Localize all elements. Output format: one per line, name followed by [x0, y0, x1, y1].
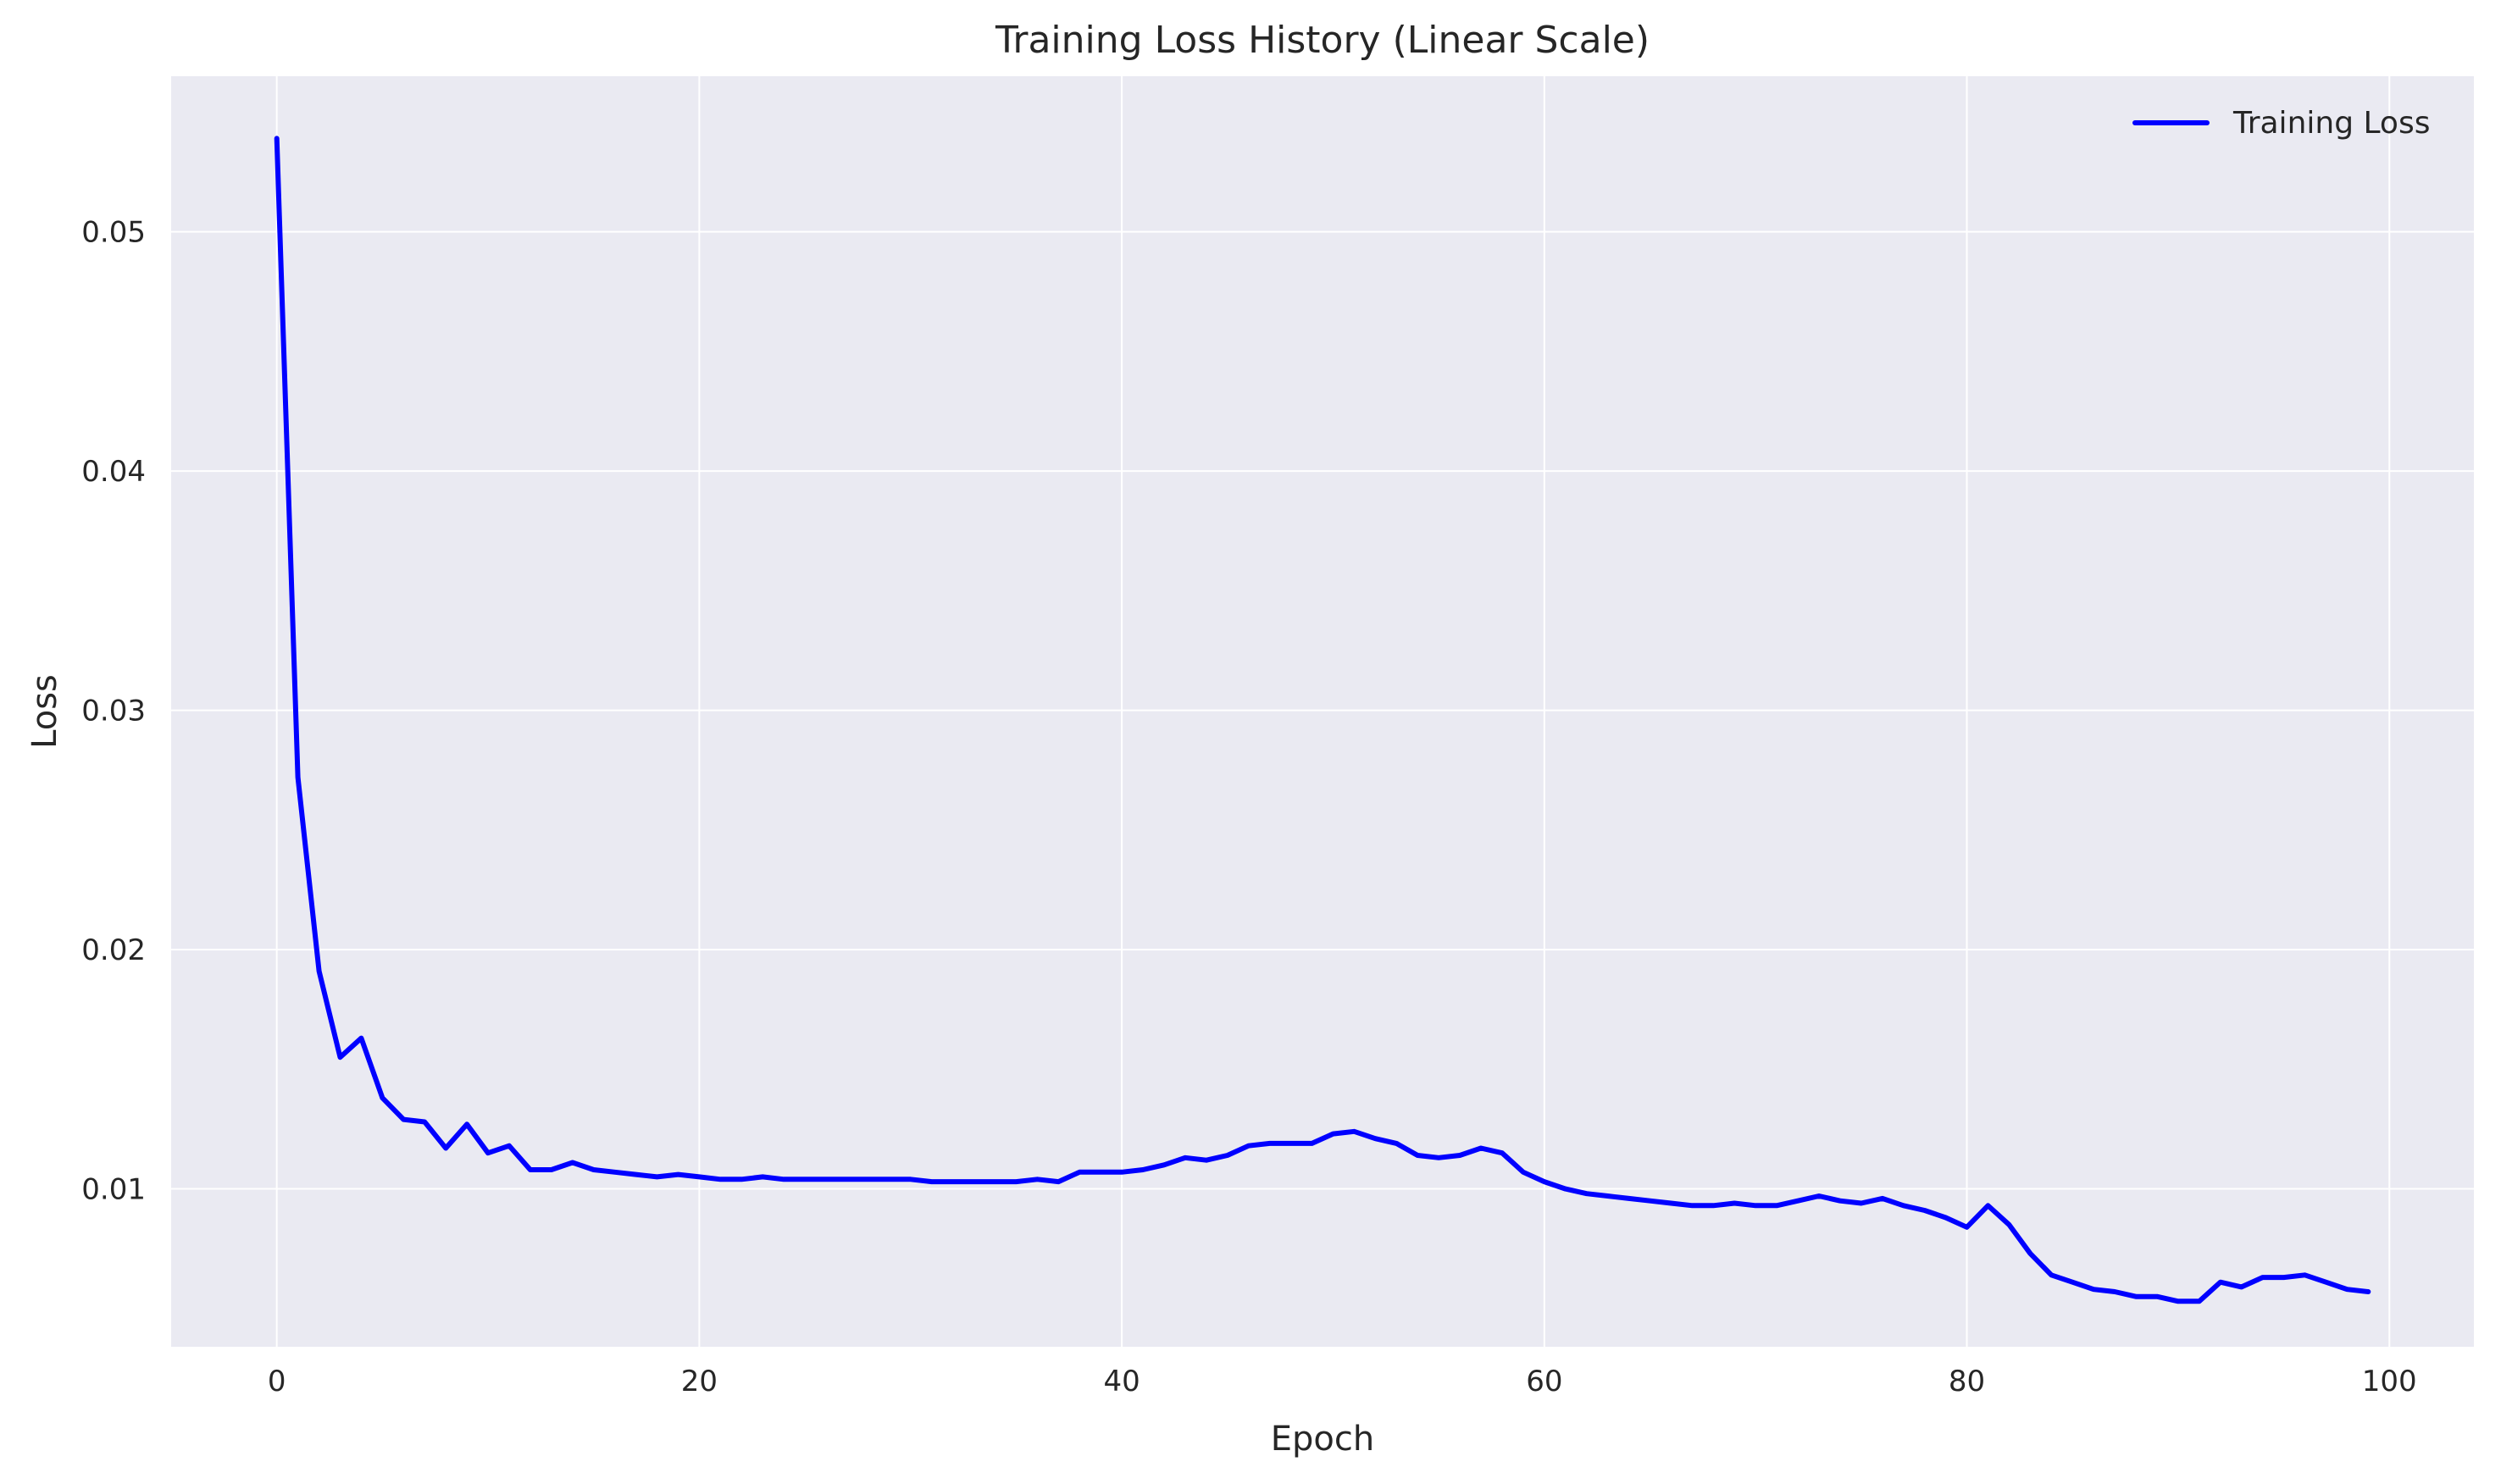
- y-tick-label: 0.03: [81, 695, 146, 728]
- x-axis-ticks: 0 20 40 60 80 100: [268, 1365, 2417, 1398]
- y-tick-label: 0.02: [81, 933, 146, 967]
- x-tick-label: 0: [268, 1365, 286, 1398]
- x-tick-label: 80: [1949, 1365, 1985, 1398]
- grid-lines: [171, 76, 2474, 1347]
- y-axis-label: Loss: [25, 674, 64, 749]
- series-layer: [274, 136, 2371, 1304]
- y-axis-ticks: 0.01 0.02 0.03 0.04 0.05: [81, 216, 146, 1207]
- x-tick-label: 40: [1103, 1365, 1140, 1398]
- x-tick-label: 20: [681, 1365, 718, 1398]
- y-tick-label: 0.04: [81, 455, 146, 489]
- legend: Training Loss: [2132, 106, 2430, 141]
- x-tick-label: 60: [1526, 1365, 1562, 1398]
- series-line-training-loss: [274, 136, 2371, 1304]
- x-tick-label: 100: [2362, 1365, 2417, 1398]
- plot-background: [171, 76, 2474, 1347]
- y-tick-label: 0.01: [81, 1173, 146, 1207]
- chart-title: Training Loss History (Linear Scale): [995, 19, 1650, 62]
- y-tick-label: 0.05: [81, 216, 146, 250]
- legend-label-training-loss: Training Loss: [2232, 106, 2430, 141]
- x-axis-label: Epoch: [1271, 1420, 1374, 1459]
